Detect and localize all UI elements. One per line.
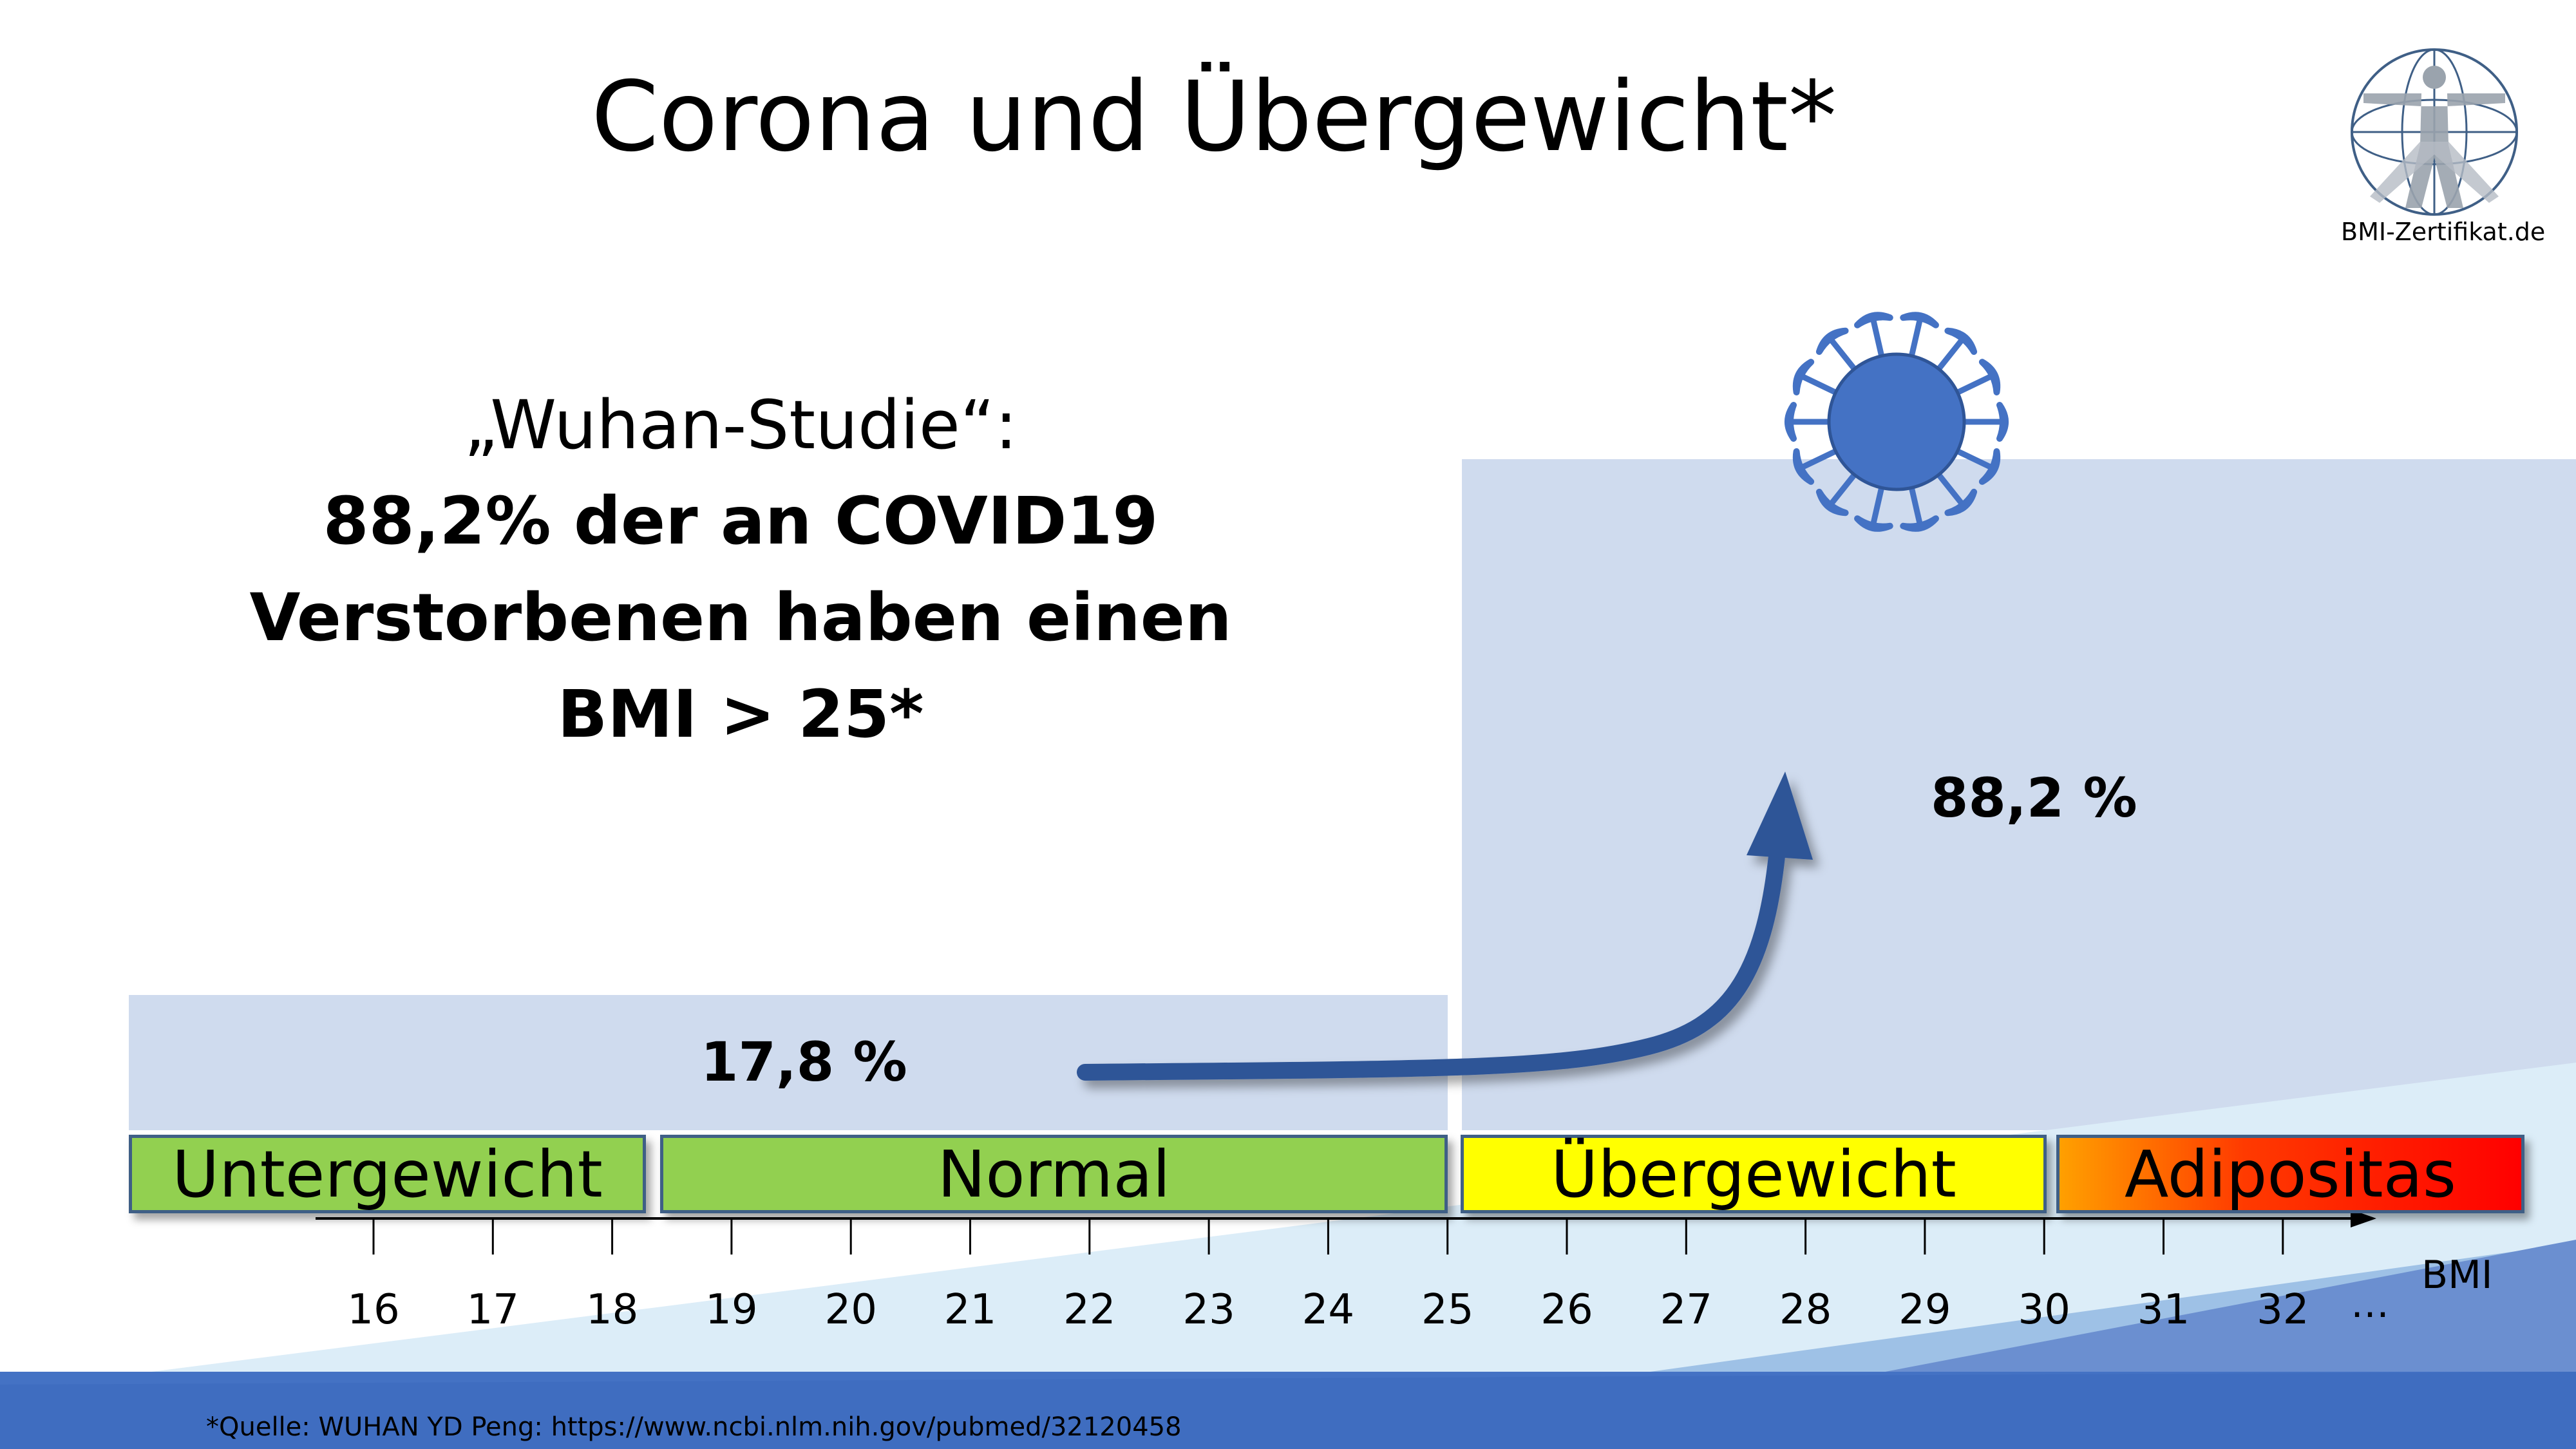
study-line-3: Verstorbenen haben einen: [249, 580, 1232, 656]
panel-above-25: [1462, 459, 2576, 1130]
study-title: „Wuhan-Studie“:: [464, 386, 1018, 464]
axis-tick-label: 31: [2137, 1286, 2190, 1334]
axis-tick-label: 29: [1899, 1286, 1951, 1334]
axis-tick-label: 32: [2257, 1286, 2309, 1334]
bmi-axis-ticks: [372, 1218, 2284, 1255]
source-footnote: *Quelle: WUHAN YD Peng: https://www.ncbi…: [206, 1412, 1182, 1442]
axis-tick-label: 27: [1660, 1286, 1713, 1334]
percentage-low: 17,8 %: [701, 1030, 907, 1094]
axis-tick-label: 20: [824, 1286, 877, 1334]
vitruvian-logo-icon: [2351, 48, 2518, 216]
study-line-4: BMI > 25*: [557, 676, 924, 753]
axis-tick-label: 19: [705, 1286, 758, 1334]
axis-ellipsis: …: [2351, 1282, 2389, 1327]
axis-tick-label: 28: [1779, 1286, 1832, 1334]
logo-text: BMI-Zertifikat.de: [2341, 218, 2546, 246]
study-statement: „Wuhan-Studie“: 88,2% der an COVID19 Ver…: [225, 377, 1256, 763]
percentage-high: 88,2 %: [1931, 766, 2137, 829]
axis-tick-label: 23: [1182, 1286, 1235, 1334]
bottom-band-highlight: [0, 1372, 2576, 1449]
axis-tick-label: 24: [1302, 1286, 1355, 1334]
category-uebergewicht: Übergewicht: [1461, 1135, 2047, 1213]
axis-tick-label: 22: [1063, 1286, 1116, 1334]
category-normal: Normal: [660, 1135, 1448, 1213]
category-adipositas: Adipositas: [2056, 1135, 2524, 1213]
axis-unit-label: BMI: [2421, 1253, 2493, 1298]
trend-arrow: [1077, 772, 1813, 1081]
axis-tick-label: 21: [943, 1286, 997, 1334]
virus-icon: [1785, 312, 2009, 532]
category-untergewicht: Untergewicht: [129, 1135, 646, 1213]
axis-tick-label: 30: [2018, 1286, 2070, 1334]
axis-tick-label: 18: [585, 1286, 639, 1334]
axis-tick-label: 25: [1421, 1286, 1474, 1334]
bmi-axis-arrowhead: [2351, 1209, 2376, 1227]
study-line-2: 88,2% der an COVID19: [323, 483, 1159, 560]
axis-tick-label: 17: [466, 1286, 520, 1334]
slide-title: Corona und Übergewicht*: [591, 61, 1837, 173]
axis-tick-label: 16: [347, 1286, 400, 1334]
axis-tick-label: 26: [1540, 1286, 1593, 1334]
